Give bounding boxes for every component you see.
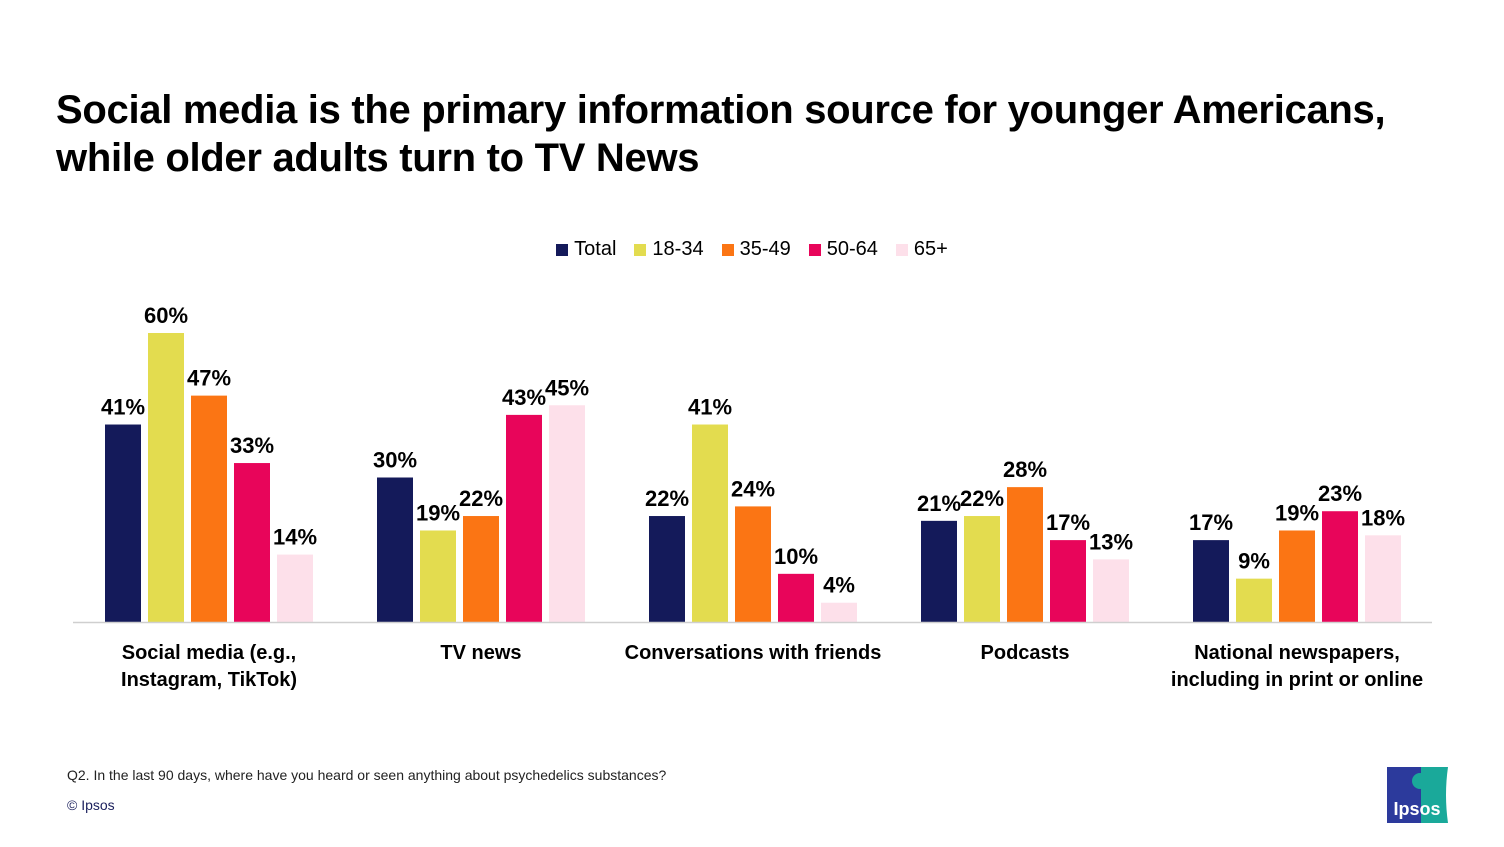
data-label: 41% [688,395,732,420]
bar [1007,487,1043,622]
category-label: including in print or online [1171,669,1423,691]
legend-label: 18-34 [652,238,704,260]
bar [1365,535,1401,622]
bar [377,477,413,622]
question-footnote: Q2. In the last 90 days, where have you … [67,767,667,783]
data-label: 45% [545,375,589,400]
bar [1236,578,1272,622]
bar [1279,530,1315,622]
bar [735,506,771,622]
category-label: Podcasts [981,642,1070,664]
bar [692,424,728,622]
legend-label: 65+ [913,238,948,260]
bar [1050,540,1086,622]
data-label: 47% [187,366,231,391]
legend-swatch [721,243,734,256]
bar [506,414,542,622]
data-label: 28% [1003,457,1047,482]
data-label: 19% [1275,500,1319,525]
data-label: 14% [273,525,317,550]
data-label: 21% [917,491,961,516]
data-label: 33% [230,433,274,458]
bar [1322,511,1358,622]
legend-label: Total [574,238,617,260]
svg-text:Ipsos: Ipsos [1393,799,1440,819]
data-label: 30% [373,448,417,473]
data-label: 4% [823,573,855,598]
legend-item: Total [556,238,616,261]
data-label: 41% [101,395,145,420]
data-label: 13% [1089,529,1133,554]
legend: Total 18-34 35-49 50-64 65+ [0,238,1504,261]
bar [1193,540,1229,622]
copyright: © Ipsos [67,797,115,813]
category-label: National newspapers, [1194,642,1400,664]
category-label: Conversations with friends [625,642,882,664]
category-label: TV news [440,642,521,664]
bar [921,520,957,622]
legend-label: 50-64 [826,238,878,260]
category-label: Social media (e.g., [122,642,297,664]
bar [191,395,227,622]
bar [964,516,1000,622]
data-label: 24% [731,476,775,501]
data-label: 17% [1046,510,1090,535]
data-label: 22% [960,486,1004,511]
bar [148,333,184,622]
bar [234,463,270,622]
data-label: 10% [774,544,818,569]
bar [277,554,313,622]
legend-item: 65+ [895,238,948,261]
data-label: 22% [645,486,689,511]
category-label: Instagram, TikTok) [121,669,297,691]
bar [1093,559,1129,622]
data-label: 43% [502,385,546,410]
legend-swatch [634,243,647,256]
bar [821,602,857,622]
bar [463,516,499,622]
legend-swatch [895,243,908,256]
data-label: 19% [416,500,460,525]
data-label: 60% [144,303,188,328]
legend-label: 35-49 [739,238,791,260]
ipsos-logo: Ipsos [1387,767,1448,823]
bar [420,530,456,622]
legend-item: 50-64 [808,238,878,261]
data-label: 22% [459,486,503,511]
data-label: 23% [1318,481,1362,506]
bar [105,424,141,622]
legend-swatch [808,243,821,256]
data-label: 17% [1189,510,1233,535]
data-label: 18% [1361,505,1405,530]
chart-title: Social media is the primary information … [56,88,1386,180]
data-label: 9% [1238,549,1270,574]
bar [778,573,814,622]
bar [649,516,685,622]
legend-item: 18-34 [634,238,704,261]
legend-item: 35-49 [721,238,791,261]
bar [549,405,585,622]
legend-swatch [556,243,569,256]
